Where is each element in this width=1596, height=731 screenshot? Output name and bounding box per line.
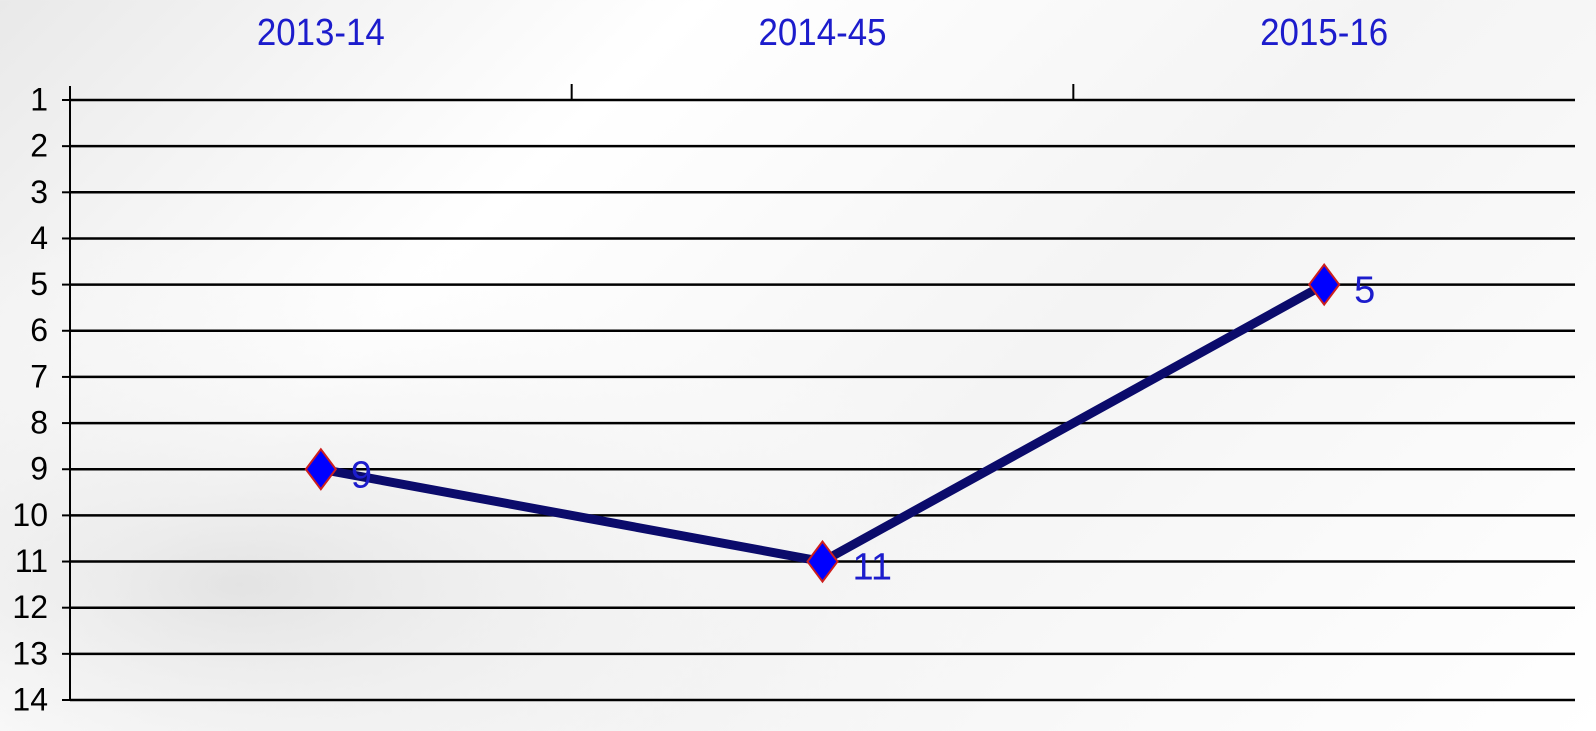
y-tick-label: 2 — [30, 128, 48, 164]
data-label: 11 — [853, 547, 892, 589]
marker — [806, 539, 839, 584]
y-tick-label: 14 — [12, 681, 48, 717]
y-tick-label: 10 — [12, 497, 48, 533]
y-tick-label: 7 — [30, 358, 48, 394]
y-tick-label: 11 — [15, 543, 48, 579]
marker — [1307, 262, 1341, 307]
x-tick-label: 2014-45 — [759, 12, 887, 54]
x-tick-label: 2015-16 — [1260, 12, 1388, 54]
data-label: 5 — [1354, 270, 1375, 312]
y-tick-label: 8 — [30, 405, 48, 441]
y-tick-label: 4 — [30, 220, 48, 256]
y-tick-label: 12 — [12, 589, 48, 625]
y-tick-label: 3 — [30, 174, 48, 210]
y-tick-label: 1 — [30, 81, 48, 117]
y-tick-label: 9 — [30, 451, 48, 487]
data-label: 9 — [351, 454, 372, 496]
marker — [304, 447, 338, 491]
x-tick-label: 2013-14 — [257, 12, 385, 54]
y-tick-label: 13 — [12, 635, 48, 671]
y-tick-label: 5 — [30, 266, 48, 302]
y-tick-label: 6 — [30, 312, 48, 348]
